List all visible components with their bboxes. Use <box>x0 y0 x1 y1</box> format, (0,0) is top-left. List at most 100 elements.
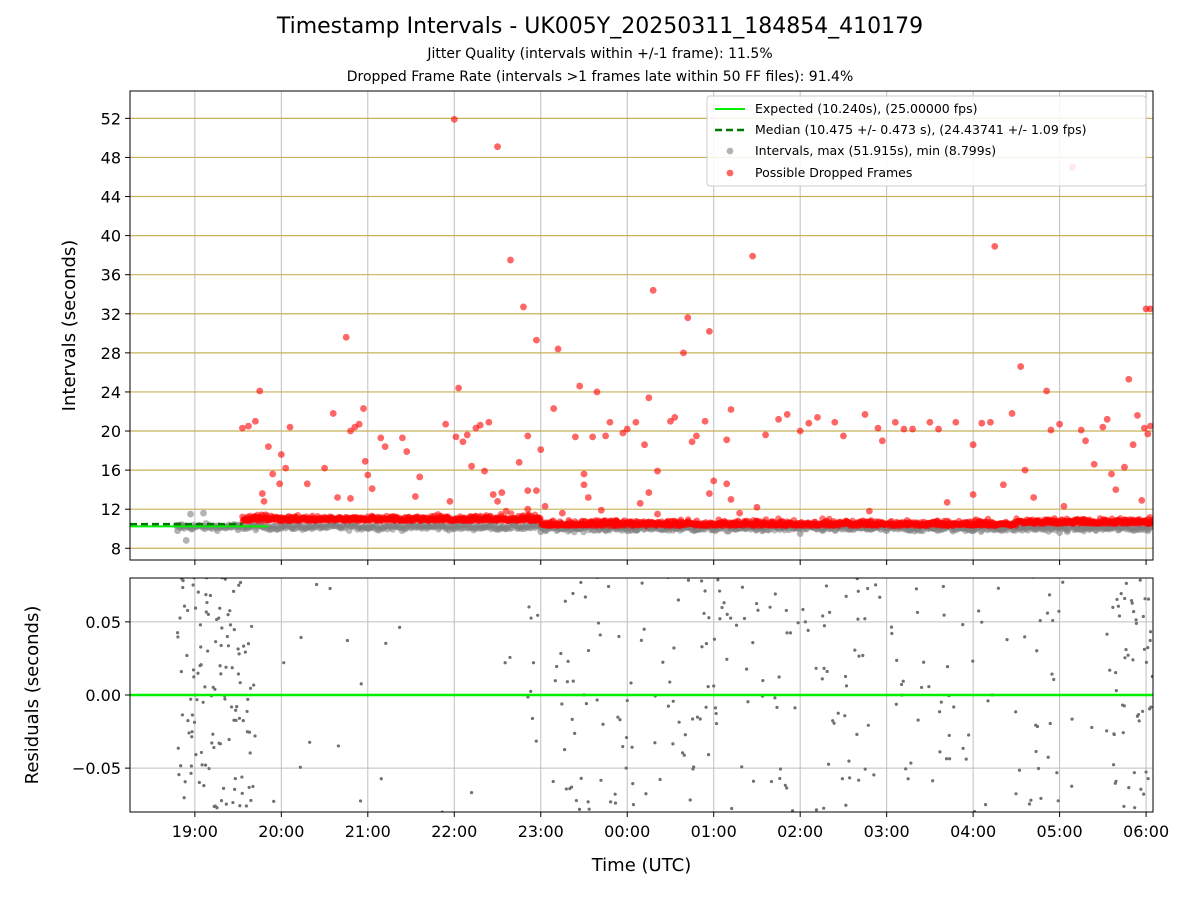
residual-point <box>661 660 665 664</box>
residual-point <box>1132 610 1136 614</box>
residual-point <box>1146 777 1150 781</box>
residual-point <box>666 704 670 708</box>
interval-point <box>217 524 225 532</box>
residual-point <box>688 798 692 802</box>
residual-point <box>1111 605 1115 609</box>
residual-point <box>231 800 235 805</box>
residual-point <box>201 700 205 704</box>
residual-point <box>218 664 222 668</box>
residual-points <box>175 569 1153 820</box>
residual-point <box>700 579 704 583</box>
residual-point <box>308 740 312 744</box>
dropped-point <box>831 418 839 426</box>
residual-point <box>298 765 302 769</box>
residual-point <box>856 617 860 621</box>
residual-point <box>1017 768 1022 772</box>
residual-point <box>761 678 765 683</box>
residual-point <box>231 589 236 593</box>
residual-point <box>233 776 237 781</box>
residual-point <box>227 737 231 742</box>
residual-point <box>1029 798 1033 802</box>
dropped-point <box>347 495 354 502</box>
dropped-point <box>645 394 653 402</box>
residual-point <box>185 608 190 613</box>
residual-point <box>1138 578 1142 582</box>
residual-point <box>599 778 603 782</box>
dropped-point <box>264 443 272 451</box>
dropped-point <box>606 418 614 426</box>
dropped-point <box>463 431 471 439</box>
dropped-point <box>459 438 467 446</box>
residual-point <box>1023 635 1027 639</box>
residual-point <box>200 763 204 767</box>
residual-point <box>1014 710 1018 714</box>
residual-point <box>727 817 730 820</box>
residual-point <box>1137 574 1140 577</box>
residual-point <box>196 590 200 594</box>
residual-point <box>569 785 574 789</box>
residual-point <box>190 735 194 739</box>
residual-point <box>225 634 229 639</box>
residual-point <box>178 616 182 620</box>
residual-point <box>822 806 826 810</box>
dropped-point <box>476 421 484 429</box>
dropped-point <box>520 303 527 311</box>
residual-point <box>189 697 193 701</box>
residual-point <box>822 666 826 671</box>
residual-point <box>1115 597 1119 602</box>
residual-point <box>1139 787 1143 791</box>
residual-point <box>836 711 840 715</box>
residual-point <box>245 709 249 714</box>
residual-point <box>695 715 700 719</box>
residual-point <box>814 666 818 670</box>
x-axis-label: Time (UTC) <box>591 855 692 876</box>
residual-point <box>844 684 849 688</box>
residual-point <box>182 604 187 608</box>
y-tick-label: −0.05 <box>72 759 121 778</box>
residual-point <box>825 669 829 674</box>
residual-point <box>336 744 341 748</box>
residual-point <box>1061 580 1065 584</box>
y-tick-label: 28 <box>101 344 121 363</box>
residual-point <box>847 759 851 763</box>
residual-point <box>725 657 729 661</box>
residual-point <box>996 586 1000 590</box>
residual-point <box>183 780 187 784</box>
dropped-point <box>1134 411 1141 419</box>
dropped-point <box>775 415 782 423</box>
residual-point <box>574 798 578 803</box>
residual-point <box>573 731 577 736</box>
residual-point <box>220 626 224 630</box>
residual-point <box>192 720 197 724</box>
dropped-point <box>926 418 934 426</box>
residual-point <box>206 612 210 616</box>
dropped-point <box>597 506 605 514</box>
residual-point <box>686 578 691 582</box>
residual-point <box>584 701 589 706</box>
residual-point <box>241 719 245 723</box>
residual-point <box>922 660 926 664</box>
dropped-point <box>865 507 873 515</box>
dropped-point <box>533 487 540 495</box>
residual-point <box>398 625 402 629</box>
dropped-point <box>398 434 406 442</box>
residual-point <box>527 605 531 609</box>
residual-point <box>577 807 582 811</box>
residual-point <box>530 716 535 721</box>
residual-point <box>1124 581 1128 585</box>
residual-point <box>666 578 670 580</box>
residual-point <box>773 696 777 700</box>
residual-point <box>861 653 865 658</box>
residual-point <box>796 621 800 625</box>
residual-point <box>1147 569 1150 572</box>
residual-point <box>658 777 662 782</box>
residual-point <box>596 578 599 580</box>
residual-point <box>196 575 199 578</box>
residual-point <box>631 803 636 807</box>
residual-point <box>177 773 181 777</box>
residual-point <box>961 623 965 627</box>
intervals-points <box>130 115 1153 544</box>
x-tick-label: 20:00 <box>258 822 304 841</box>
dropped-point <box>334 494 341 501</box>
residual-point <box>952 705 956 709</box>
